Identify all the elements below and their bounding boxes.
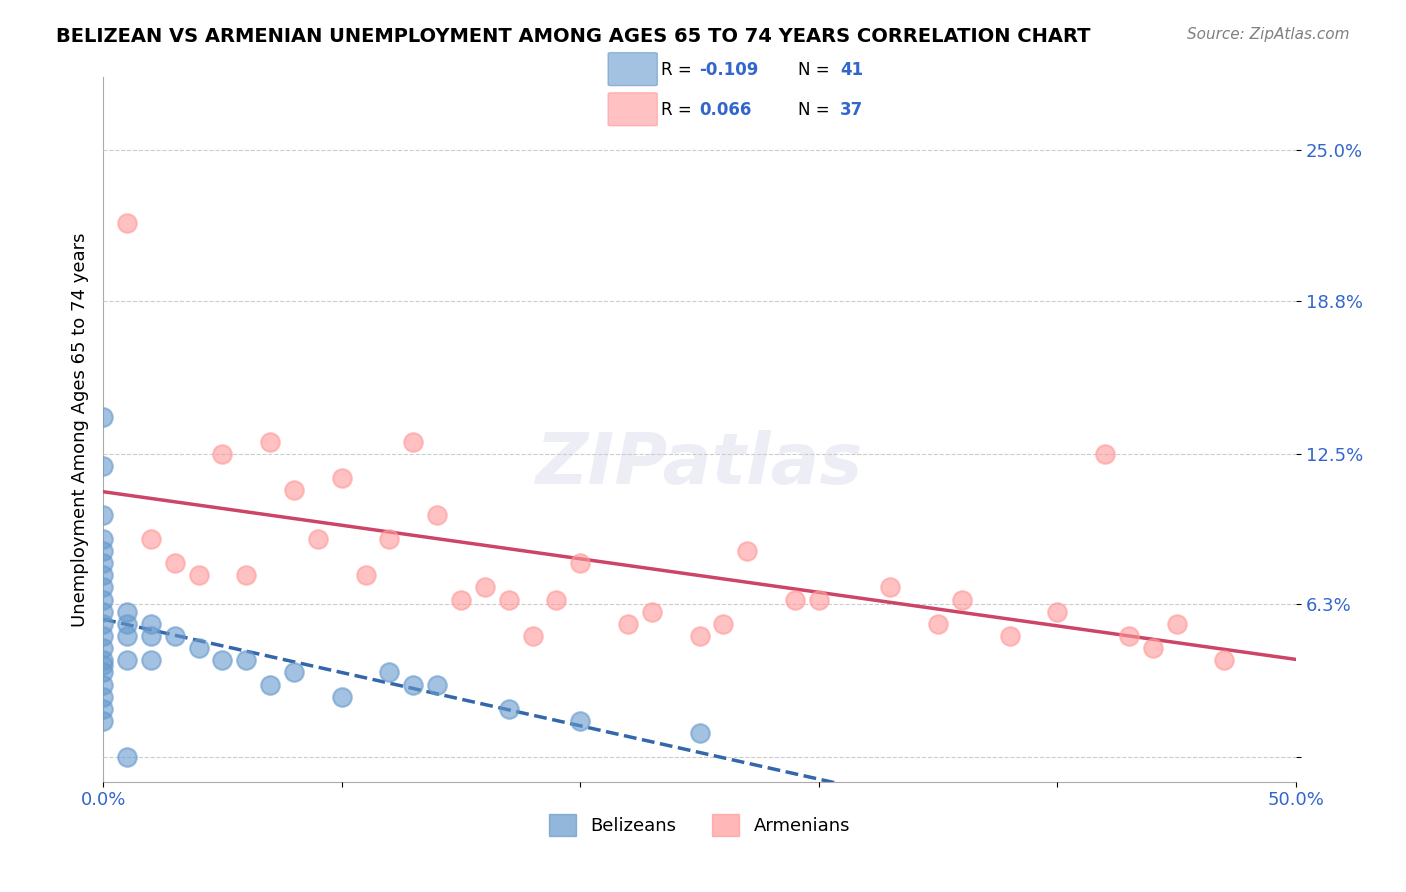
Point <box>91 556 114 570</box>
Point <box>546 592 568 607</box>
Point <box>426 508 449 522</box>
Point <box>211 447 233 461</box>
Legend: Belizeans, Armenians: Belizeans, Armenians <box>541 806 858 843</box>
Text: R =: R = <box>661 61 697 78</box>
Point <box>307 532 329 546</box>
Point <box>1046 605 1069 619</box>
Point <box>91 410 114 425</box>
Point <box>498 592 520 607</box>
Text: Source: ZipAtlas.com: Source: ZipAtlas.com <box>1187 27 1350 42</box>
Point <box>91 508 114 522</box>
Point <box>1142 641 1164 656</box>
Point <box>426 677 449 691</box>
Point <box>187 641 209 656</box>
Point <box>91 702 114 716</box>
Point <box>187 568 209 582</box>
FancyBboxPatch shape <box>609 53 658 86</box>
Point <box>402 434 425 449</box>
Point <box>139 616 162 631</box>
Point <box>115 605 138 619</box>
Point <box>1213 653 1236 667</box>
Point <box>569 714 592 728</box>
Point <box>569 556 592 570</box>
Text: 0.066: 0.066 <box>700 101 752 119</box>
Point <box>91 714 114 728</box>
Point <box>330 471 353 485</box>
Point <box>283 665 305 680</box>
Point <box>259 434 281 449</box>
Point <box>735 544 758 558</box>
Point <box>139 629 162 643</box>
Text: ZIPatlas: ZIPatlas <box>536 430 863 500</box>
Text: 41: 41 <box>841 61 863 78</box>
Text: 37: 37 <box>841 101 863 119</box>
Point <box>91 544 114 558</box>
Point <box>1094 447 1116 461</box>
Point <box>139 532 162 546</box>
Point <box>1118 629 1140 643</box>
Point <box>641 605 664 619</box>
Point <box>115 216 138 230</box>
Point <box>91 592 114 607</box>
Point <box>163 629 186 643</box>
Point <box>91 605 114 619</box>
Point <box>115 616 138 631</box>
Point <box>498 702 520 716</box>
Point <box>378 665 401 680</box>
Point <box>927 616 949 631</box>
Point <box>998 629 1021 643</box>
Point <box>689 726 711 740</box>
Point <box>522 629 544 643</box>
Point <box>91 653 114 667</box>
Point <box>807 592 830 607</box>
Point <box>235 568 257 582</box>
FancyBboxPatch shape <box>609 93 658 126</box>
Point <box>283 483 305 498</box>
Point <box>115 653 138 667</box>
Point <box>950 592 973 607</box>
Text: N =: N = <box>799 101 835 119</box>
Point <box>402 677 425 691</box>
Point <box>330 690 353 704</box>
Point <box>711 616 734 631</box>
Point <box>879 581 901 595</box>
Point <box>91 665 114 680</box>
Point <box>211 653 233 667</box>
Point <box>91 616 114 631</box>
Point <box>474 581 496 595</box>
Point <box>91 658 114 673</box>
Point <box>91 581 114 595</box>
Point <box>1166 616 1188 631</box>
Point <box>163 556 186 570</box>
Point <box>783 592 806 607</box>
FancyBboxPatch shape <box>598 43 963 136</box>
Point <box>235 653 257 667</box>
Point <box>91 677 114 691</box>
Y-axis label: Unemployment Among Ages 65 to 74 years: Unemployment Among Ages 65 to 74 years <box>72 232 89 627</box>
Point <box>115 629 138 643</box>
Text: -0.109: -0.109 <box>700 61 759 78</box>
Point <box>617 616 640 631</box>
Text: BELIZEAN VS ARMENIAN UNEMPLOYMENT AMONG AGES 65 TO 74 YEARS CORRELATION CHART: BELIZEAN VS ARMENIAN UNEMPLOYMENT AMONG … <box>56 27 1091 45</box>
Point <box>139 653 162 667</box>
Point <box>91 458 114 473</box>
Point <box>259 677 281 691</box>
Point <box>115 750 138 764</box>
Point <box>689 629 711 643</box>
Point <box>450 592 472 607</box>
Point <box>378 532 401 546</box>
Point <box>91 568 114 582</box>
Text: N =: N = <box>799 61 835 78</box>
Text: R =: R = <box>661 101 697 119</box>
Point <box>91 629 114 643</box>
Point <box>91 641 114 656</box>
Point <box>91 690 114 704</box>
Point <box>354 568 377 582</box>
Point <box>91 532 114 546</box>
